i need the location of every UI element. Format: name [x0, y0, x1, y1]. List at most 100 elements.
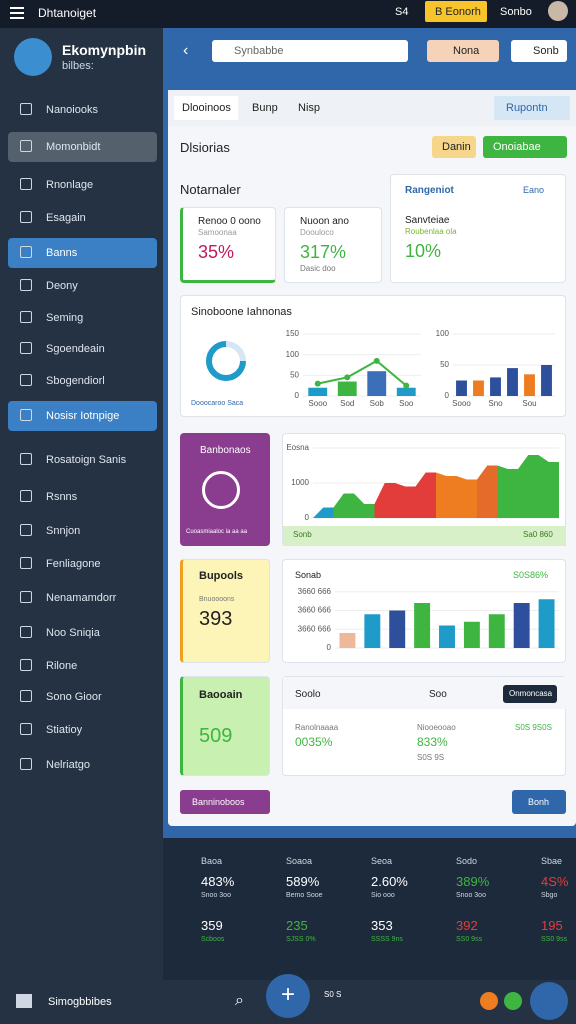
area-chart: 0 1000 Eosna	[286, 443, 559, 522]
stat-s2: SSSS 9ns	[371, 936, 403, 943]
side-card-link[interactable]: Eano	[523, 185, 545, 195]
avatar[interactable]	[548, 1, 568, 21]
detail-value: 833%	[417, 735, 448, 749]
sidebar-item[interactable]: Esagain	[8, 203, 157, 233]
stat-s1: Bemo Sooe	[286, 892, 323, 899]
button[interactable]: Danin	[432, 136, 476, 158]
footer-button[interactable]: Banninoboos	[180, 790, 270, 814]
button[interactable]: Onoiabae	[483, 136, 567, 158]
status: bilbes:	[62, 60, 94, 72]
top-item[interactable]: Sonbo	[500, 6, 532, 18]
sidebar-item[interactable]: Banns	[8, 238, 157, 268]
back[interactable]: ‹	[183, 42, 189, 59]
tab[interactable]: Dlooinoos	[174, 96, 238, 120]
brand-avatar	[14, 38, 52, 76]
menu-icon[interactable]	[10, 7, 24, 9]
sidebar-item[interactable]: Fenliagone	[8, 549, 157, 579]
sidebar-item[interactable]: Nelriatgo	[8, 750, 157, 780]
y-tick-label: Eosna	[286, 443, 309, 452]
report-button[interactable]: Rupontn	[494, 96, 570, 120]
sidebar-item[interactable]: Rnonlage	[8, 170, 157, 200]
item-icon	[20, 279, 32, 291]
item-icon	[20, 591, 32, 603]
sidebar-item[interactable]: Nanoiooks	[8, 95, 157, 125]
nav-icon[interactable]	[16, 994, 32, 1008]
item-icon	[20, 557, 32, 569]
x-tick-label: Sod	[340, 399, 354, 408]
tab[interactable]: Nisp	[298, 102, 321, 114]
kpi-label: Renoo 0 oono	[198, 216, 261, 227]
kpi-card: Renoo 0 oono Samoonaa 35%	[180, 207, 276, 283]
detail-card: Soolo Soo Onmoncasa Ranolnaaaa 0035% Nio…	[282, 676, 566, 776]
point	[314, 380, 321, 387]
detail-label: Soolo	[295, 689, 321, 700]
sidebar-item[interactable]: Noo Sniqia	[8, 618, 157, 648]
item-icon	[20, 374, 32, 386]
stat-s2: SS0 9ss	[541, 936, 568, 943]
sidebar-item[interactable]: Rsnns	[8, 482, 157, 512]
sidebar-item[interactable]: Stiatioy	[8, 715, 157, 745]
stat-v1: 389%	[456, 874, 490, 889]
detail-button[interactable]: Onmoncasa	[503, 685, 557, 703]
top-item[interactable]: S4	[395, 6, 409, 18]
badge[interactable]	[504, 992, 522, 1010]
y-tick-label: 150	[286, 329, 300, 338]
footer-button[interactable]: Bonh	[512, 790, 566, 814]
area-segment	[538, 455, 559, 518]
sidebar-item[interactable]: Momonbidt	[8, 132, 157, 162]
sidebar-item[interactable]: Sono Gioor	[8, 682, 157, 712]
tabs: Dlooinoos Bunp Nisp Rupontn	[168, 90, 576, 126]
sidebar-item[interactable]: Rilone	[8, 651, 157, 681]
nav-label: S0 S	[324, 990, 342, 999]
sidebar-item[interactable]: Nosisr Iotnpige	[8, 401, 157, 431]
kpi-value: 317%	[300, 242, 347, 262]
sidebar-item[interactable]: Rosatoign Sanis	[8, 445, 157, 475]
detail-label: Niooeooao	[417, 723, 456, 732]
kpi-value: 35%	[198, 242, 235, 262]
yellow-card: Bupools Bnuoooons 393	[180, 559, 270, 663]
nav-label[interactable]: Simogbbibes	[48, 996, 112, 1008]
sidebar-item[interactable]: Sbogendiorl	[8, 366, 157, 396]
sidebar-item[interactable]: Nenamamdorr	[8, 583, 157, 613]
stat-label: Baoa	[201, 856, 223, 866]
y-tick-label: 0	[295, 391, 300, 400]
chart-corner: S0S86%	[513, 570, 549, 580]
tab[interactable]: Bunp	[252, 102, 278, 114]
bar-chart: 0 50 100 150 Sooo Sod Sob Soo	[286, 329, 421, 408]
search[interactable]: Synbabbe	[212, 40, 408, 62]
item-icon	[20, 758, 32, 770]
header-button[interactable]: Nona	[427, 40, 499, 62]
stat-s1: Snoo 3oo	[456, 892, 486, 899]
bar	[538, 599, 555, 648]
sidebar-item[interactable]: Sgoendeain	[8, 334, 157, 364]
top-button[interactable]: B Eonorh	[425, 1, 487, 22]
detail-value: 0035%	[295, 735, 333, 749]
badge[interactable]	[480, 992, 498, 1010]
card-sub: Bnuoooons	[199, 596, 235, 603]
brand: Ekomynpbin	[62, 42, 147, 58]
section-title: Dlsiorias	[180, 140, 230, 155]
area-segment	[497, 465, 518, 518]
sidebar-item[interactable]: Deony	[8, 271, 157, 301]
stats-title: Sinoboone Iahnonas	[191, 306, 292, 318]
sidebar-item[interactable]: Seming	[8, 303, 157, 333]
card-value: 509	[199, 725, 233, 747]
nav-action[interactable]	[530, 982, 568, 1020]
main-panel: Dlooinoos Bunp Nisp Rupontn Dlsiorias Da…	[168, 90, 576, 826]
top-bar: Dhtanoiget S4 B Eonorh Sonbo	[0, 0, 576, 28]
search-icon[interactable]: ⌕	[235, 992, 244, 1009]
item-icon	[20, 626, 32, 638]
area-segment	[333, 493, 354, 518]
stat-s1: Sbgo	[541, 892, 558, 899]
y-tick-label: 0	[327, 643, 332, 652]
stat-label: Sodo	[456, 856, 478, 866]
sidebar-item[interactable]: Snnjon	[8, 516, 157, 546]
fab[interactable]: +	[266, 974, 310, 1018]
stat-label: Sbae	[541, 856, 563, 866]
bar	[389, 610, 406, 648]
bar	[463, 621, 480, 648]
kpi-sub: Samoonaa	[198, 228, 237, 237]
bar	[507, 368, 518, 396]
line	[317, 359, 407, 387]
header-button[interactable]: Sonb	[511, 40, 567, 62]
